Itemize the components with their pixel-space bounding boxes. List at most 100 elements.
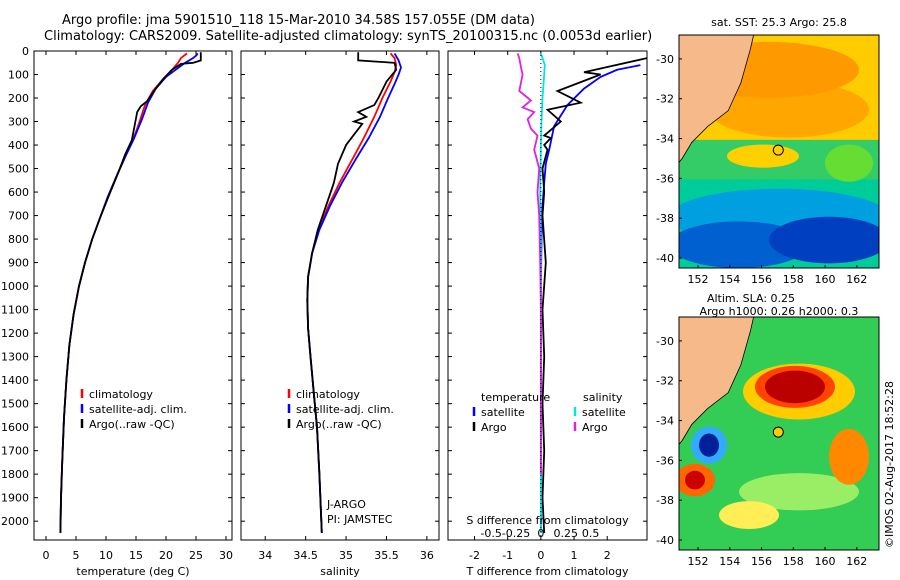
sla-high-core (765, 370, 825, 404)
sla-yellow-patch (719, 501, 779, 530)
series-line-temperature-argo (541, 57, 647, 533)
y-tick-label: 1800 (1, 468, 29, 481)
salinity-x-tick-label: 35.5 (374, 549, 399, 562)
y-tick-label: 100 (8, 69, 29, 82)
temperature-x-tick-label: 30 (219, 549, 233, 562)
footer-timestamp: ©IMOS 02-Aug-2017 18:52:28 (883, 381, 896, 548)
y-tick-label: 1000 (1, 280, 29, 293)
legend-salinity-title: salinity (583, 391, 623, 404)
sst-map-field (679, 35, 879, 268)
temperature-x-tick-label: 15 (129, 549, 143, 562)
sst-map-y-tick-label: -34 (656, 133, 674, 146)
sst-map-x-tick-label: 160 (815, 273, 836, 286)
temperature-x-tick-label: 0 (43, 549, 50, 562)
y-tick-label: 1400 (1, 374, 29, 387)
y-tick-label: 1900 (1, 492, 29, 505)
s-diff-tick-label: -0.25 (502, 527, 530, 540)
difference-frame (447, 50, 648, 541)
sla-low-core (699, 433, 719, 457)
sst-green-patch (825, 144, 873, 182)
legend-salinity-item: satellite (582, 406, 626, 419)
y-tick-label: 900 (8, 257, 29, 270)
y-tick-label: 400 (8, 139, 29, 152)
difference-x-tick-label: -2 (469, 549, 480, 562)
sst-map-x-tick-label: 156 (751, 273, 772, 286)
sla-mid-band (739, 473, 859, 511)
y-tick-label: 0 (22, 45, 29, 58)
sla-map-x-tick-label: 160 (815, 555, 836, 568)
temperature-frame (33, 50, 233, 541)
sla-map-argo-marker (772, 426, 784, 438)
series-line-argo-raw-qc- (59, 52, 202, 533)
legend-label: Argo(..raw -QC) (89, 418, 175, 431)
sst-map-x-tick-label: 154 (719, 273, 740, 286)
legend-label: satellite-adj. clim. (296, 403, 394, 416)
sla-map-subtitle: Argo h1000: 0.26 h2000: 0.3 (700, 305, 859, 318)
s-diff-axis-label: S difference from climatology (466, 514, 629, 527)
y-tick-label: 300 (8, 116, 29, 129)
y-tick-label: 700 (8, 210, 29, 223)
difference-x-tick-label: 0 (537, 549, 544, 562)
temperature-x-tick-label: 10 (99, 549, 113, 562)
sla-map-x-tick-label: 162 (846, 555, 867, 568)
series-line-climatology (59, 52, 188, 533)
sst-map-y-tick-label: -40 (656, 252, 674, 265)
sst-map-title: sat. SST: 25.3 Argo: 25.8 (711, 16, 847, 29)
sla-map-y-tick-label: -40 (656, 534, 674, 547)
y-tick-label: 1700 (1, 445, 29, 458)
y-tick-label: 1500 (1, 398, 29, 411)
s-diff-tick-label: -0.5 (480, 527, 501, 540)
figure-title-line2: Climatology: CARS2009. Satellite-adjuste… (44, 29, 653, 44)
series-line-satellite-adj-clim- (306, 52, 402, 533)
series-line-argo-raw-qc- (306, 52, 398, 533)
legend-temperature-item: satellite (481, 406, 525, 419)
sst-warm-tongue (727, 144, 799, 168)
legend-salinity-item: Argo (582, 421, 608, 434)
s-diff-tick-label: 0.25 (553, 527, 578, 540)
salinity-frame (240, 50, 440, 541)
salinity-x-tick-label: 34.5 (293, 549, 318, 562)
y-tick-label: 2000 (1, 515, 29, 528)
sst-map-y-tick-label: -38 (656, 212, 674, 225)
y-tick-label: 1300 (1, 351, 29, 364)
difference-x-axis-label: T difference from climatology (466, 565, 629, 578)
salinity-x-axis-label: salinity (320, 565, 360, 578)
sla-map-title: Altim. SLA: 0.25 (707, 292, 795, 305)
sla-map-y-tick-label: -30 (656, 335, 674, 348)
legend-temperature-item: Argo (481, 421, 507, 434)
legend-label: satellite-adj. clim. (89, 403, 187, 416)
y-tick-label: 1200 (1, 327, 29, 340)
y-tick-label: 1100 (1, 304, 29, 317)
sla-map-x-tick-label: 154 (719, 555, 740, 568)
sst-map-argo-marker (772, 144, 784, 156)
legend-label: Argo(..raw -QC) (296, 418, 382, 431)
sla-map-frame (678, 316, 880, 551)
sst-map-y-tick-label: -36 (656, 172, 674, 185)
temperature-x-axis-label: temperature (deg C) (76, 565, 189, 578)
sla-high-west-core (685, 470, 705, 490)
series-line-temperature-satellite (540, 64, 641, 533)
sla-map-x-tick-label: 156 (751, 555, 772, 568)
sla-map-land (679, 317, 755, 446)
salinity-x-tick-label: 34 (258, 549, 272, 562)
sla-map-y-tick-label: -36 (656, 454, 674, 467)
sst-map-land (679, 35, 755, 164)
sst-cold-2 (769, 216, 879, 264)
sla-map-y-tick-label: -34 (656, 415, 674, 428)
series-line-climatology (306, 52, 398, 533)
figure-title-line1: Argo profile: jma 5901510_118 15-Mar-201… (62, 13, 535, 28)
salinity-x-tick-label: 36 (420, 549, 434, 562)
sla-map-x-tick-label: 158 (783, 555, 804, 568)
annotation-program: J-ARGO (326, 498, 366, 511)
sst-map-x-tick-label: 158 (783, 273, 804, 286)
sla-map-y-tick-label: -38 (656, 494, 674, 507)
series-line-satellite-adj-clim- (59, 52, 199, 533)
sst-map-y-tick-label: -30 (656, 53, 674, 66)
sst-map-x-tick-label: 152 (688, 273, 709, 286)
sst-map-frame (678, 34, 880, 269)
legend-label: climatology (296, 388, 360, 401)
y-tick-label: 1600 (1, 421, 29, 434)
s-diff-tick-label: 0.5 (582, 527, 600, 540)
